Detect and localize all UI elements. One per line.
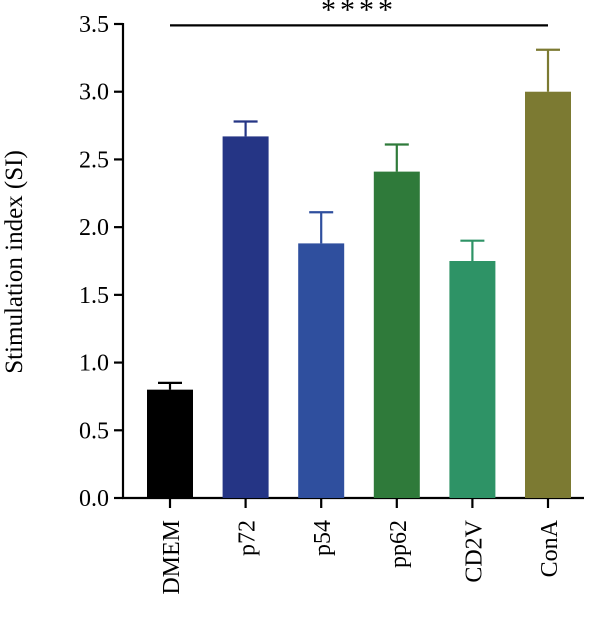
y-tick-label: 2.5 <box>79 147 109 173</box>
x-tick-label: ConA <box>537 519 563 577</box>
y-tick-label: 3.5 <box>79 12 109 38</box>
x-tick-label: p54 <box>310 520 336 556</box>
y-tick-label: 0.5 <box>79 418 109 444</box>
y-tick-label: 1.0 <box>79 351 109 377</box>
y-tick-label: 3.0 <box>79 80 109 106</box>
x-tick-label: DMEM <box>159 520 185 595</box>
x-tick-label: CD2V <box>461 519 487 582</box>
bar <box>525 91 571 498</box>
y-tick-label: 1.5 <box>79 283 109 309</box>
bars <box>147 91 571 499</box>
significance-annotation: **** <box>170 0 548 27</box>
bar <box>222 136 269 499</box>
y-axis: 0.0 0.5 1.0 1.5 2.0 2.5 3.0 3.5 <box>79 12 125 512</box>
y-tick-label: 0.0 <box>79 486 109 512</box>
y-tick-label: 2.0 <box>79 215 109 241</box>
x-tick-label: pp62 <box>386 520 412 568</box>
bar <box>373 171 420 499</box>
significance-label: **** <box>321 0 397 26</box>
bar <box>298 243 345 498</box>
y-axis-label: Stimulation index (SI) <box>1 150 28 374</box>
bar <box>449 261 496 498</box>
x-axis: DMEM p72 p54 pp62 CD2V ConA <box>122 496 584 595</box>
error-bars <box>158 48 560 390</box>
bar <box>147 389 193 498</box>
x-tick-label: p72 <box>235 520 261 556</box>
